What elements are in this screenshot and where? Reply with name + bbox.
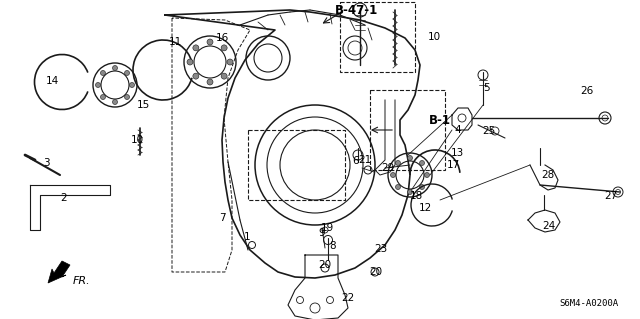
Text: 16: 16 bbox=[216, 33, 228, 43]
Text: 20: 20 bbox=[319, 260, 332, 270]
Text: 13: 13 bbox=[451, 148, 463, 158]
Text: 28: 28 bbox=[541, 170, 555, 180]
Text: S6M4-A0200A: S6M4-A0200A bbox=[559, 299, 618, 308]
Text: 23: 23 bbox=[374, 244, 388, 254]
Bar bbox=[340, 2, 415, 72]
Text: 17: 17 bbox=[446, 160, 460, 170]
Circle shape bbox=[396, 184, 401, 189]
Text: 2: 2 bbox=[61, 193, 67, 203]
Circle shape bbox=[193, 45, 199, 51]
Circle shape bbox=[100, 94, 106, 100]
Text: 7: 7 bbox=[219, 213, 225, 223]
Circle shape bbox=[129, 83, 134, 87]
Circle shape bbox=[227, 59, 233, 65]
Circle shape bbox=[420, 184, 424, 189]
Text: 29: 29 bbox=[381, 163, 395, 173]
Circle shape bbox=[396, 160, 401, 166]
Circle shape bbox=[408, 189, 413, 195]
Text: 24: 24 bbox=[542, 221, 556, 231]
Text: 1: 1 bbox=[244, 232, 250, 242]
Text: 27: 27 bbox=[604, 191, 618, 201]
Text: 19: 19 bbox=[321, 223, 333, 233]
Circle shape bbox=[207, 39, 213, 45]
Text: 9: 9 bbox=[319, 228, 325, 238]
Text: 6: 6 bbox=[353, 156, 359, 166]
Text: 3: 3 bbox=[43, 158, 49, 168]
Polygon shape bbox=[48, 261, 70, 283]
Text: 20: 20 bbox=[369, 267, 383, 277]
Text: 11: 11 bbox=[168, 37, 182, 47]
Text: 15: 15 bbox=[136, 100, 150, 110]
Text: 22: 22 bbox=[341, 293, 355, 303]
Circle shape bbox=[100, 70, 106, 76]
Circle shape bbox=[424, 173, 429, 177]
Circle shape bbox=[113, 100, 118, 105]
Text: 14: 14 bbox=[45, 76, 59, 86]
Text: 10: 10 bbox=[428, 32, 440, 42]
Text: 21: 21 bbox=[358, 155, 372, 165]
Circle shape bbox=[420, 160, 424, 166]
Text: 26: 26 bbox=[580, 86, 594, 96]
Text: 18: 18 bbox=[410, 191, 422, 201]
Circle shape bbox=[125, 70, 129, 76]
Circle shape bbox=[113, 65, 118, 70]
Bar bbox=[370, 90, 445, 170]
Circle shape bbox=[193, 73, 199, 79]
Text: 4: 4 bbox=[454, 125, 461, 135]
Circle shape bbox=[221, 45, 227, 51]
Circle shape bbox=[95, 83, 100, 87]
Circle shape bbox=[221, 73, 227, 79]
Circle shape bbox=[125, 94, 129, 100]
Circle shape bbox=[187, 59, 193, 65]
Text: 12: 12 bbox=[419, 203, 431, 213]
Text: 5: 5 bbox=[484, 83, 490, 93]
Text: B-47-1: B-47-1 bbox=[335, 4, 379, 17]
Text: FR.: FR. bbox=[73, 276, 91, 286]
Text: 10: 10 bbox=[131, 135, 143, 145]
Text: 8: 8 bbox=[330, 241, 336, 251]
Circle shape bbox=[207, 79, 213, 85]
Circle shape bbox=[390, 173, 396, 177]
Text: 25: 25 bbox=[483, 126, 495, 136]
Circle shape bbox=[408, 155, 413, 160]
Text: B-1: B-1 bbox=[429, 114, 451, 127]
